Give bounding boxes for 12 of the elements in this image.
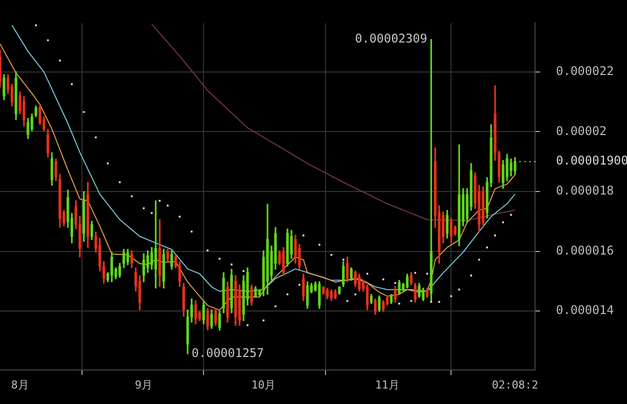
x-tick-label: 8月 — [11, 378, 29, 392]
y-tick-label: 0.000018 — [556, 184, 614, 198]
x-tick-label: 11月 — [375, 378, 400, 392]
y-tick-label: 0.00002 — [556, 124, 607, 138]
annotation: 0.00001257 — [192, 346, 264, 360]
y-tick-label: 0.000016 — [556, 243, 614, 258]
x-tick-label: 10月 — [251, 378, 276, 392]
y-tick-label: 0.000014 — [556, 303, 614, 318]
x-tick-label: 02:08:2 — [492, 378, 538, 392]
x-tick-label: 9月 — [134, 378, 153, 392]
annotation: 0.00002309 — [354, 31, 428, 46]
y-tick-label: 0.000022 — [556, 64, 614, 78]
